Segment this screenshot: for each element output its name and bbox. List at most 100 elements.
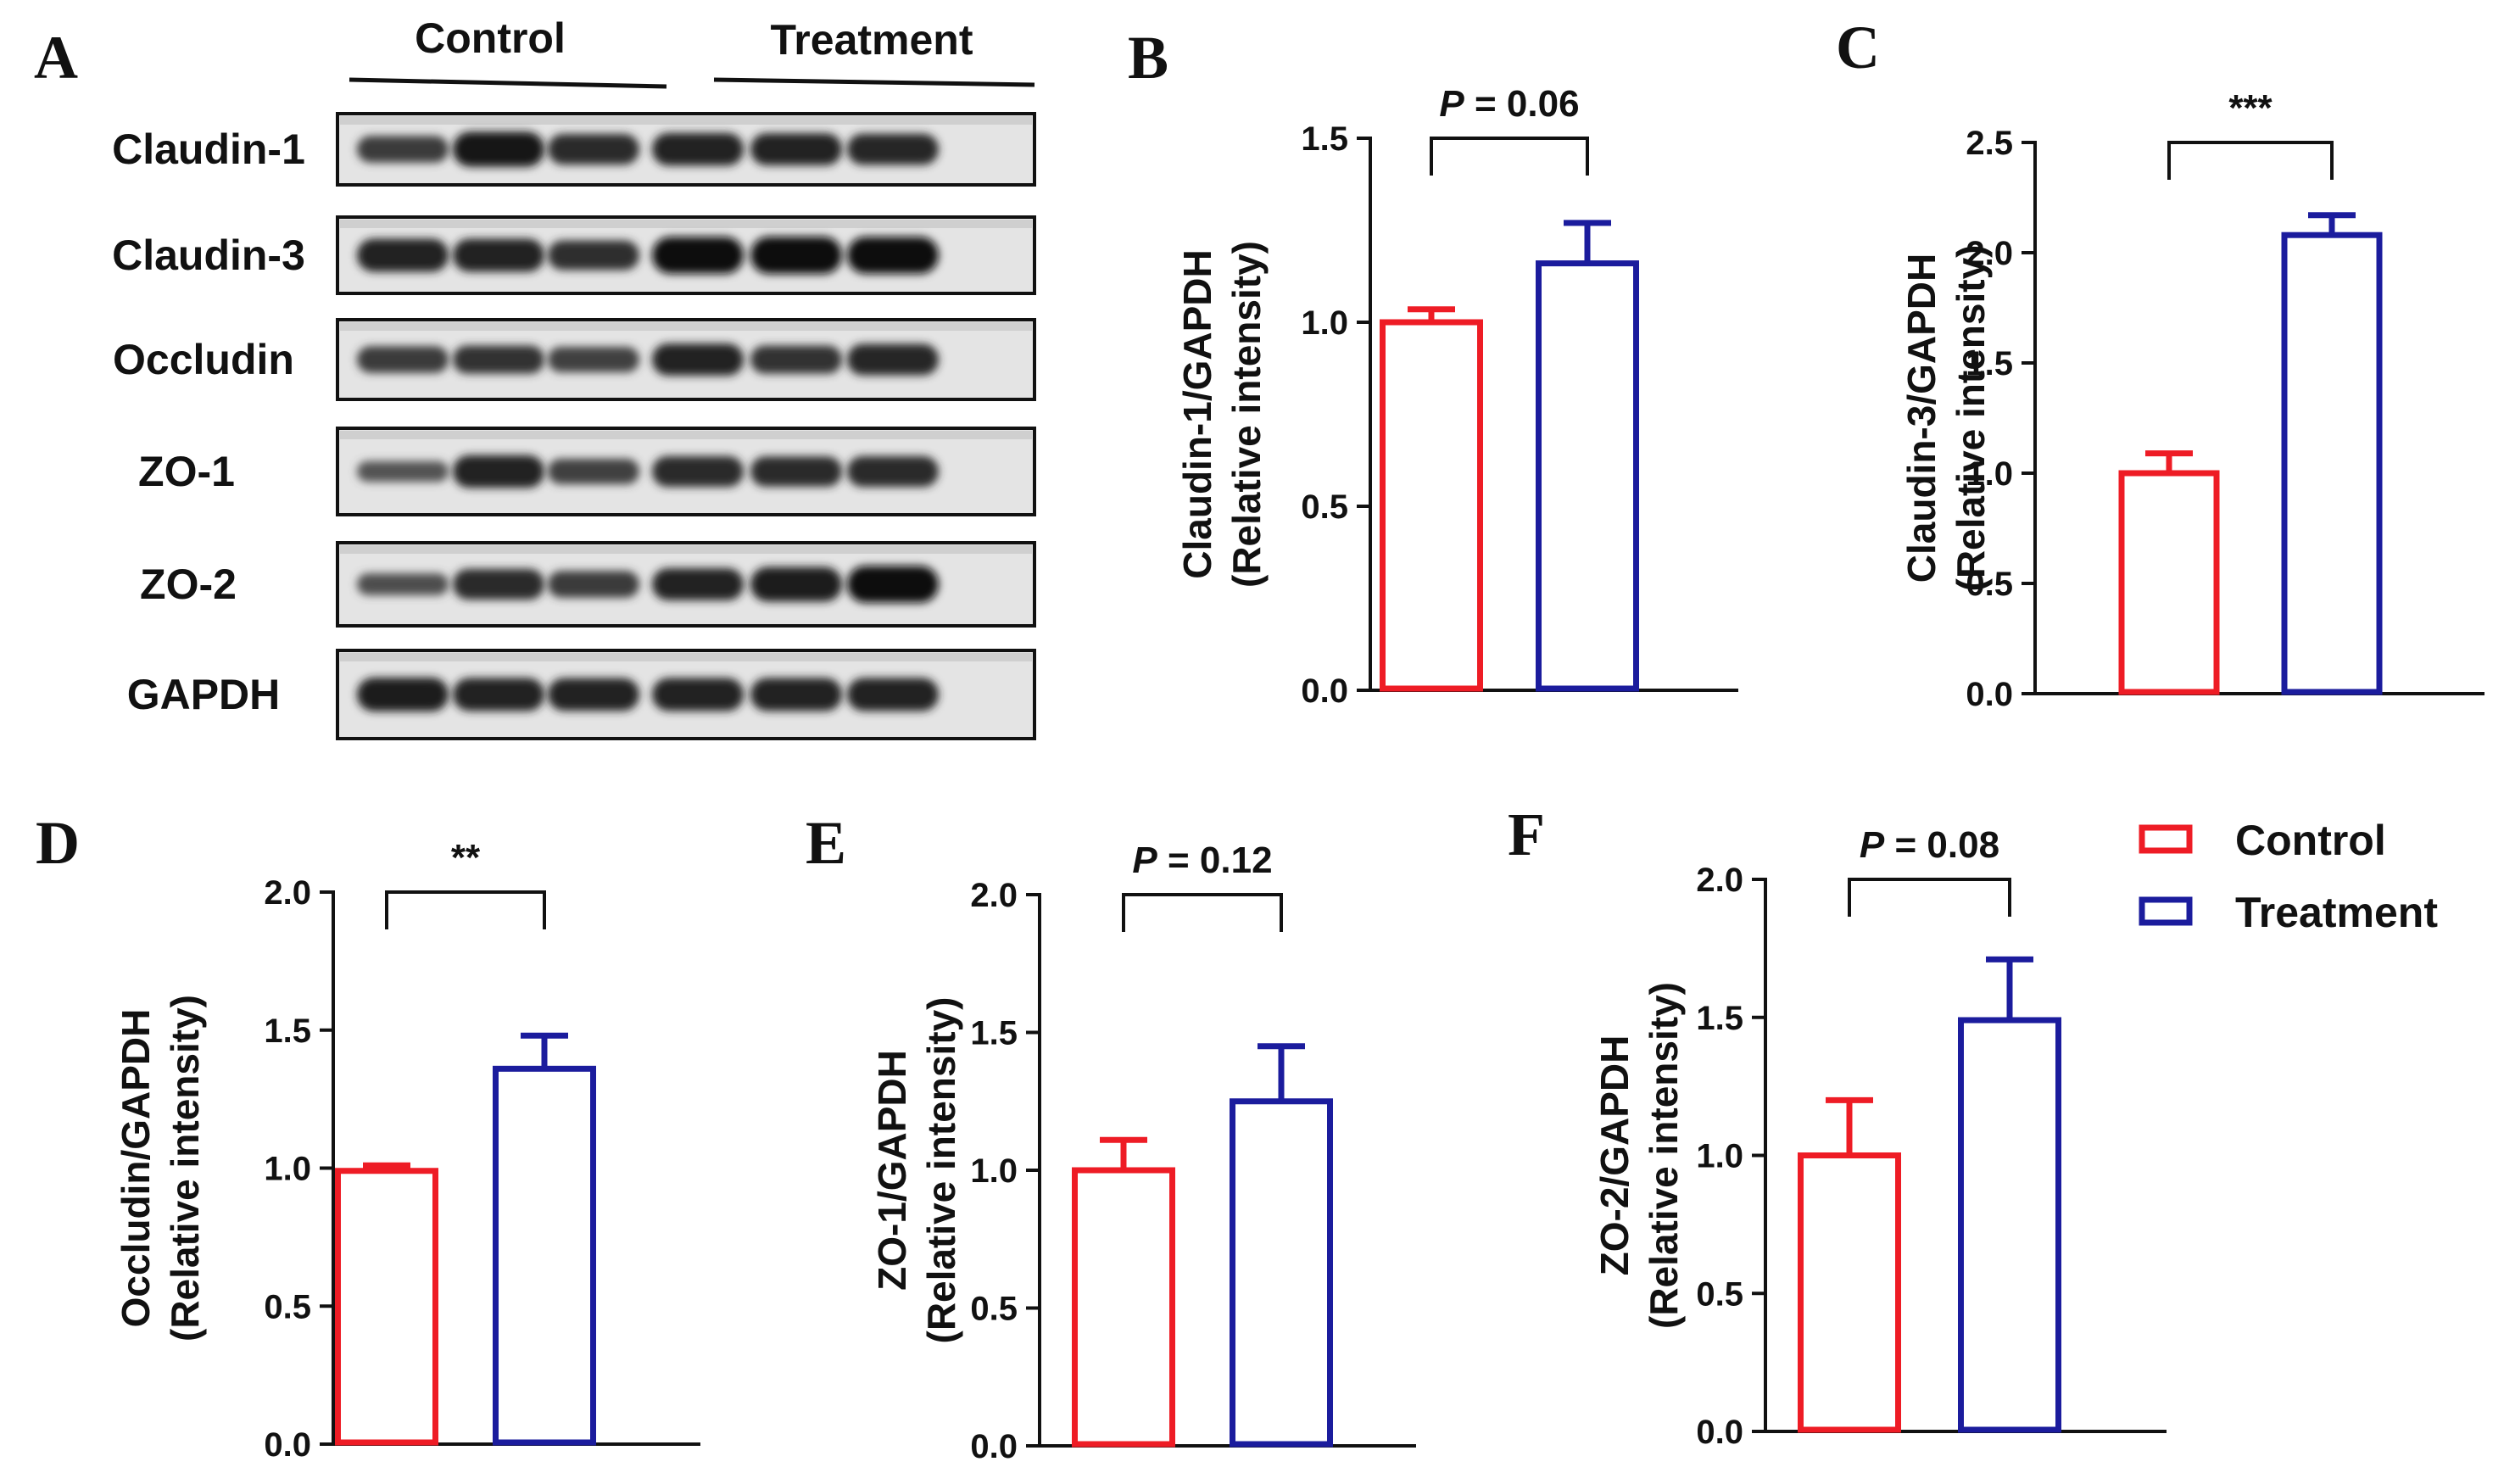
control-bracket-line: [349, 77, 667, 89]
blot-band: [750, 237, 842, 274]
y-axis-label-line2: (Relative intensity): [919, 997, 963, 1344]
blot-row: GAPDH: [127, 649, 1036, 740]
y-tick-label: 1.0: [1301, 304, 1348, 342]
significance-value: ***: [2228, 87, 2273, 129]
y-axis-label-line1: Claudin-3/GAPDH: [1899, 254, 1944, 583]
y-axis-label-line2: (Relative intensity): [163, 995, 207, 1342]
y-tick-label: 0.0: [1301, 672, 1348, 710]
blot-band: [357, 346, 449, 373]
bar-control: [1798, 1152, 1901, 1433]
y-tick-label: 2.5: [1966, 125, 2013, 162]
blot-band: [750, 678, 842, 711]
legend-label-treatment: Treatment: [2235, 889, 2438, 936]
y-tick-label: 1.0: [970, 1152, 1018, 1190]
blot-band: [548, 133, 639, 165]
y-tick-label: 2.0: [1696, 862, 1743, 899]
blot-band: [750, 456, 842, 487]
legend-swatch-treatment: [2139, 896, 2193, 926]
y-axis-label: Claudin-3/GAPDH (Relative intensity): [1899, 245, 1993, 592]
y-tick-label: 0.5: [1696, 1275, 1743, 1313]
y-tick-label: 1.0: [1696, 1138, 1743, 1175]
blot-membrane-edge: [340, 545, 1032, 554]
significance-label: ***: [2228, 87, 2273, 129]
bar-treatment: [493, 1065, 596, 1446]
blot-band: [548, 240, 639, 271]
y-tick-label: 1.0: [264, 1151, 311, 1188]
y-axis-label-line2: (Relative intensity): [1642, 982, 1686, 1329]
blot-band: [453, 678, 544, 711]
blot-membrane-edge: [340, 653, 1032, 661]
y-axis-label-line2: (Relative intensity): [1224, 241, 1269, 588]
y-axis-label-line1: ZO-1/GAPDH: [870, 1050, 914, 1291]
bar-treatment: [1536, 260, 1639, 692]
significance-value: = 0.08: [1884, 824, 1999, 866]
blot-band: [652, 568, 744, 600]
significance-label: P = 0.12: [1132, 840, 1272, 881]
blot-row-label: GAPDH: [127, 671, 281, 718]
y-tick-label: 1.5: [1966, 345, 2013, 382]
group-header-treatment: Treatment: [771, 16, 973, 64]
panel-e-zo1-chart: E 0.0 0.5 1.0 1.5 2.0 ZO-1/GAPDH (Relative inte…: [806, 809, 1416, 1465]
bar-treatment: [1230, 1098, 1333, 1448]
y-tick-label: 0.5: [264, 1288, 311, 1325]
y-axis-label: ZO-1/GAPDH (Relative intensity): [870, 997, 963, 1344]
legend-label-control: Control: [2235, 817, 2386, 864]
panel-letter: E: [806, 809, 846, 877]
significance-label: **: [451, 837, 481, 879]
y-tick-label: 1.5: [1301, 120, 1348, 158]
significance-p: P: [1860, 824, 1885, 866]
blot-rows: Claudin-1 Claudin-3 Occludin ZO-1 ZO-2 GAPDH: [112, 112, 1036, 740]
panel-letter: F: [1508, 801, 1545, 868]
blot-band: [357, 136, 449, 163]
blot-band: [453, 455, 544, 488]
blot-membrane-edge: [340, 322, 1032, 331]
blot-band: [847, 237, 939, 274]
y-tick-label: 1.5: [264, 1013, 311, 1050]
blot-row: Claudin-1: [112, 112, 1036, 187]
blot-row-label: Occludin: [113, 336, 294, 383]
y-tick-label: 0.5: [970, 1291, 1018, 1328]
y-tick-label: 1.5: [970, 1015, 1018, 1052]
blot-row-label: ZO-1: [138, 448, 235, 495]
y-tick-label: 0.0: [1966, 676, 2013, 713]
significance-label: P = 0.08: [1860, 824, 1999, 866]
bar-control: [1380, 319, 1483, 692]
significance-value: = 0.12: [1157, 840, 1273, 881]
y-axis-label: Occludin/GAPDH (Relative intensity): [114, 995, 207, 1342]
blot-band: [548, 678, 639, 711]
blot-band: [750, 566, 842, 602]
bar-control: [2118, 470, 2220, 695]
y-axis-label: ZO-2/GAPDH (Relative intensity): [1592, 982, 1686, 1329]
blot-row: ZO-2: [140, 541, 1036, 628]
blot-band: [453, 345, 544, 374]
blot-band: [548, 571, 639, 598]
blot-membrane-edge: [340, 116, 1032, 125]
y-tick-label: 1.0: [1966, 455, 2013, 493]
blot-band: [548, 347, 639, 372]
panel-d-occludin-chart: D 0.0 0.5 1.0 1.5 2.0 Occludin/GAPDH (Relative …: [36, 809, 700, 1464]
y-tick-label: 1.5: [1696, 1000, 1743, 1037]
blot-band: [847, 455, 939, 488]
panel-a-blot: A Control Treatment Claudin-1 Claudin-3 Oc…: [34, 14, 1036, 740]
blot-band: [652, 343, 744, 376]
blot-row: Claudin-3: [112, 215, 1036, 295]
panel-c-claudin3-chart: C 0.0 0.5 1.0 1.5 2.0 2.5 Claudin-3/GAPDH (Relat…: [1836, 14, 2484, 713]
legend-swatch-control: [2139, 824, 2193, 854]
blot-band: [453, 131, 544, 167]
blot-row-label: Claudin-1: [112, 126, 305, 173]
blot-band: [548, 459, 639, 484]
panel-b-claudin1-chart: B 0.0 0.5 1.0 1.5 Claudin-1/GAPDH (Relative in…: [1128, 24, 1738, 710]
bar-treatment: [2281, 232, 2383, 695]
y-tick-label: 0.0: [1696, 1414, 1743, 1451]
y-axis-label: Claudin-1/GAPDH (Relative intensity): [1175, 241, 1269, 588]
y-tick-label: 0.5: [1966, 566, 2013, 603]
y-axis-label-line1: ZO-2/GAPDH: [1592, 1035, 1637, 1276]
blot-band: [847, 343, 939, 376]
blot-band: [652, 237, 744, 274]
blot-band: [847, 678, 939, 711]
panel-letter: C: [1836, 14, 1880, 81]
y-tick-label: 0.0: [264, 1426, 311, 1464]
panel-letter-a: A: [34, 24, 78, 92]
blot-band: [652, 455, 744, 488]
blot-band: [652, 678, 744, 711]
